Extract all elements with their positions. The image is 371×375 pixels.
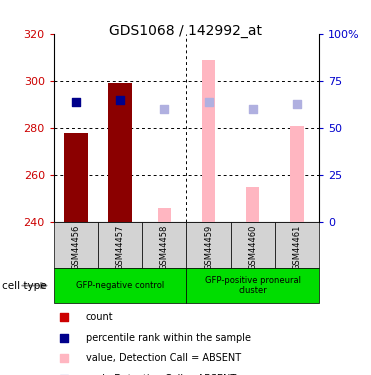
Point	[161, 106, 167, 112]
Bar	[158, 208, 171, 222]
Bar	[202, 60, 215, 222]
Text: GFP-positive proneural
cluster: GFP-positive proneural cluster	[205, 276, 301, 295]
Text: count: count	[86, 312, 113, 322]
Point	[206, 99, 211, 105]
Bar	[246, 187, 259, 222]
Point	[117, 97, 123, 103]
Bar	[290, 126, 303, 222]
Text: GSM44459: GSM44459	[204, 225, 213, 270]
Point	[73, 99, 79, 105]
Text: GSM44460: GSM44460	[248, 225, 257, 270]
Point	[250, 106, 256, 112]
Bar	[231, 222, 275, 268]
Text: GFP-negative control: GFP-negative control	[76, 281, 164, 290]
Text: value, Detection Call = ABSENT: value, Detection Call = ABSENT	[86, 353, 241, 363]
Point	[62, 355, 68, 361]
Bar	[108, 83, 132, 222]
Text: percentile rank within the sample: percentile rank within the sample	[86, 333, 251, 343]
Bar	[98, 222, 142, 268]
Text: rank, Detection Call = ABSENT: rank, Detection Call = ABSENT	[86, 374, 236, 375]
Text: GDS1068 / 142992_at: GDS1068 / 142992_at	[109, 24, 262, 38]
Point	[294, 102, 300, 108]
Bar	[64, 133, 88, 222]
Text: cell type: cell type	[2, 280, 46, 291]
Bar	[275, 222, 319, 268]
Bar	[54, 222, 98, 268]
Text: GSM44456: GSM44456	[71, 225, 81, 270]
Bar	[186, 222, 231, 268]
Bar	[142, 222, 186, 268]
Text: GSM44458: GSM44458	[160, 225, 169, 270]
Text: GSM44461: GSM44461	[292, 225, 302, 270]
Point	[62, 314, 68, 320]
Text: GSM44457: GSM44457	[116, 225, 125, 270]
Bar	[54, 268, 186, 303]
Bar	[186, 268, 319, 303]
Point	[62, 335, 68, 341]
